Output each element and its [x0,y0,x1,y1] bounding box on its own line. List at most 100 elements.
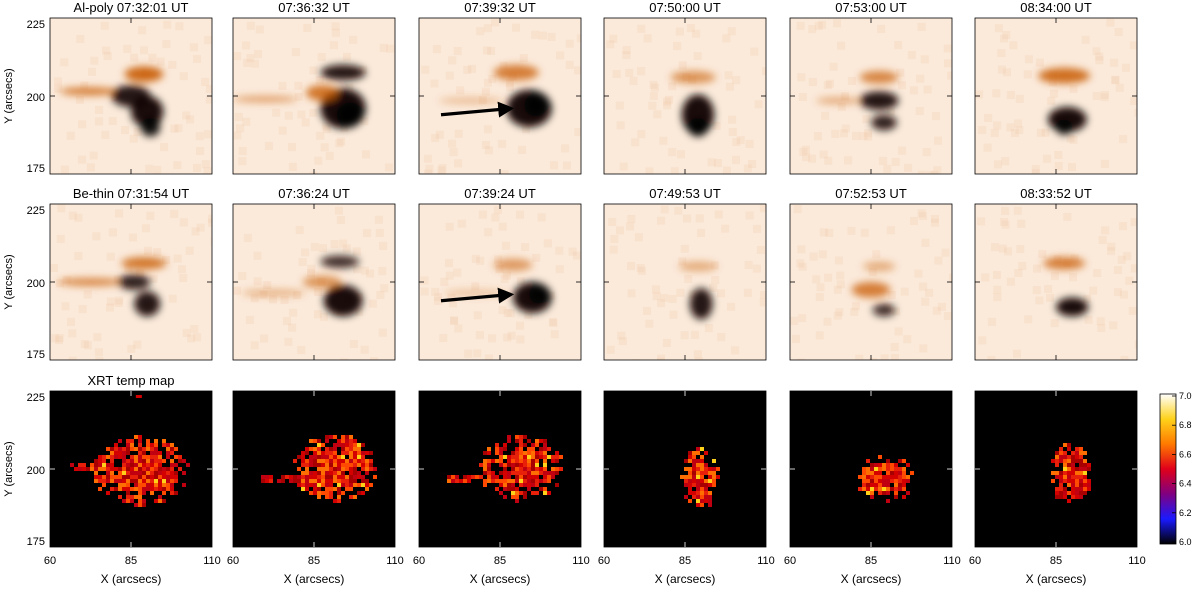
emission-region [688,117,708,137]
y-axis-label-row-1: Y (arcsecs) [3,68,15,123]
image-background [419,18,581,174]
emission-region [124,66,164,82]
panel-title-r2-c1: Be-thin 07:31:54 UT [73,186,189,201]
emission-region [443,289,509,297]
panel-title-r2-c4: 07:49:53 UT [649,186,721,201]
emission-region [859,71,899,84]
emission-region [872,303,896,317]
image-background [975,18,1137,174]
x-tick-label: 110 [386,555,404,567]
y-tick-label: 175 [27,349,45,361]
panel-r1-c5 [789,17,953,175]
panel-title-r1-c4: 07:50:00 UT [649,0,721,15]
image-background [604,18,766,174]
x-tick-label: 85 [494,555,506,567]
emission-region [59,87,119,96]
panel-r1-c4 [603,17,767,175]
panel-r1-c2 [232,17,396,175]
y-tick-label: 225 [27,392,45,404]
y-tick-label: 200 [27,278,45,290]
arrow-marker [440,101,515,118]
x-tick-label: 85 [1050,555,1062,567]
panel-r3-c1 [49,390,213,548]
panel-r1-c6 [974,17,1138,175]
emission-region [678,261,718,272]
emission-region [670,71,716,84]
emission-region [851,282,891,298]
panel-r3-c4 [603,390,767,548]
colorbar: 7.0 6.8 6.6 6.4 6.2 6.0 [1159,391,1192,547]
image-background [604,204,766,360]
panel-r2-c3 [418,203,582,361]
x-tick-label: 60 [413,555,425,567]
colorbar-tick-label: 6.2 [1179,508,1192,518]
image-background [419,204,581,360]
x-tick-label: 85 [125,555,137,567]
panel-r2-c6 [974,203,1138,361]
emission-region [323,285,363,317]
colorbar-tick-label: 6.0 [1179,537,1192,547]
y-tick-label: 225 [27,205,45,217]
emission-region [336,102,363,128]
x-axis-label: X (arcsecs) [470,572,531,586]
panel-r2-c5 [789,203,953,361]
emission-region [305,85,339,101]
panel-title-r1-c3: 07:39:32 UT [464,0,536,15]
panel-r2-c4 [603,203,767,361]
y-tick-label: 200 [27,465,45,477]
panel-title-r1-c5: 07:53:00 UT [835,0,907,15]
panel-r3-c3 [418,390,582,548]
emission-region [1056,119,1073,135]
panel-r2-c2 [232,203,396,361]
emission-region [320,64,366,81]
x-axis-label: X (arcsecs) [1026,572,1087,586]
colorbar-tick-label: 7.0 [1179,391,1192,401]
emission-region [233,96,298,103]
emission-region [689,288,713,320]
x-axis-label: X (arcsecs) [655,572,716,586]
x-tick-label: 110 [1128,555,1146,567]
emission-region [529,285,549,304]
colorbar-scale [1159,393,1177,545]
x-axis-label: X (arcsecs) [284,572,345,586]
panels [49,17,1138,548]
panel-r2-c1 [49,203,213,361]
emission-region [815,97,862,104]
emission-region [118,274,151,290]
colorbar-tick-label: 6.4 [1179,479,1192,489]
x-tick-label: 110 [757,555,775,567]
emission-region [1038,67,1091,84]
y-tick-label: 175 [27,536,45,548]
x-tick-label: 60 [784,555,796,567]
x-axis-label: X (arcsecs) [101,572,162,586]
x-tick-label: 85 [865,555,877,567]
panel-r3-c6 [974,390,1138,548]
x-tick-label: 60 [598,555,610,567]
panel-titles: Al-poly 07:32:01 UT 07:36:32 UT 07:39:32 U… [73,0,1092,388]
emission-region [121,257,167,270]
emission-region [1043,257,1086,270]
panel-title-r1-c6: 08:34:00 UT [1020,0,1092,15]
panel-title-r2-c3: 07:39:24 UT [464,186,536,201]
y-tick-label: 175 [27,163,45,175]
emission-region [871,114,897,131]
colorbar-tick-label: 6.8 [1179,420,1192,430]
emission-region [58,278,123,286]
image-background [975,204,1137,360]
x-axis-label: X (arcsecs) [841,572,902,586]
emission-region [1056,297,1089,317]
emission-region [859,91,899,111]
emission-region [134,291,161,317]
y-axis-labels: Y (arcsecs) 225 200 175 Y (arcsecs) 225 200 175… [3,19,45,548]
x-tick-label: 60 [227,555,239,567]
panel-title-r1-c2: 07:36:32 UT [278,0,350,15]
panel-title-r2-c2: 07:36:24 UT [278,186,350,201]
panel-title-r1-c1: Al-poly 07:32:01 UT [74,0,189,15]
y-axis-label-row-2: Y (arcsecs) [3,254,15,309]
emission-region [438,97,504,104]
emission-region [862,261,896,272]
map-background [975,391,1137,547]
emission-region [524,94,547,117]
x-tick-label: 60 [44,555,56,567]
x-tick-label: 60 [969,555,981,567]
